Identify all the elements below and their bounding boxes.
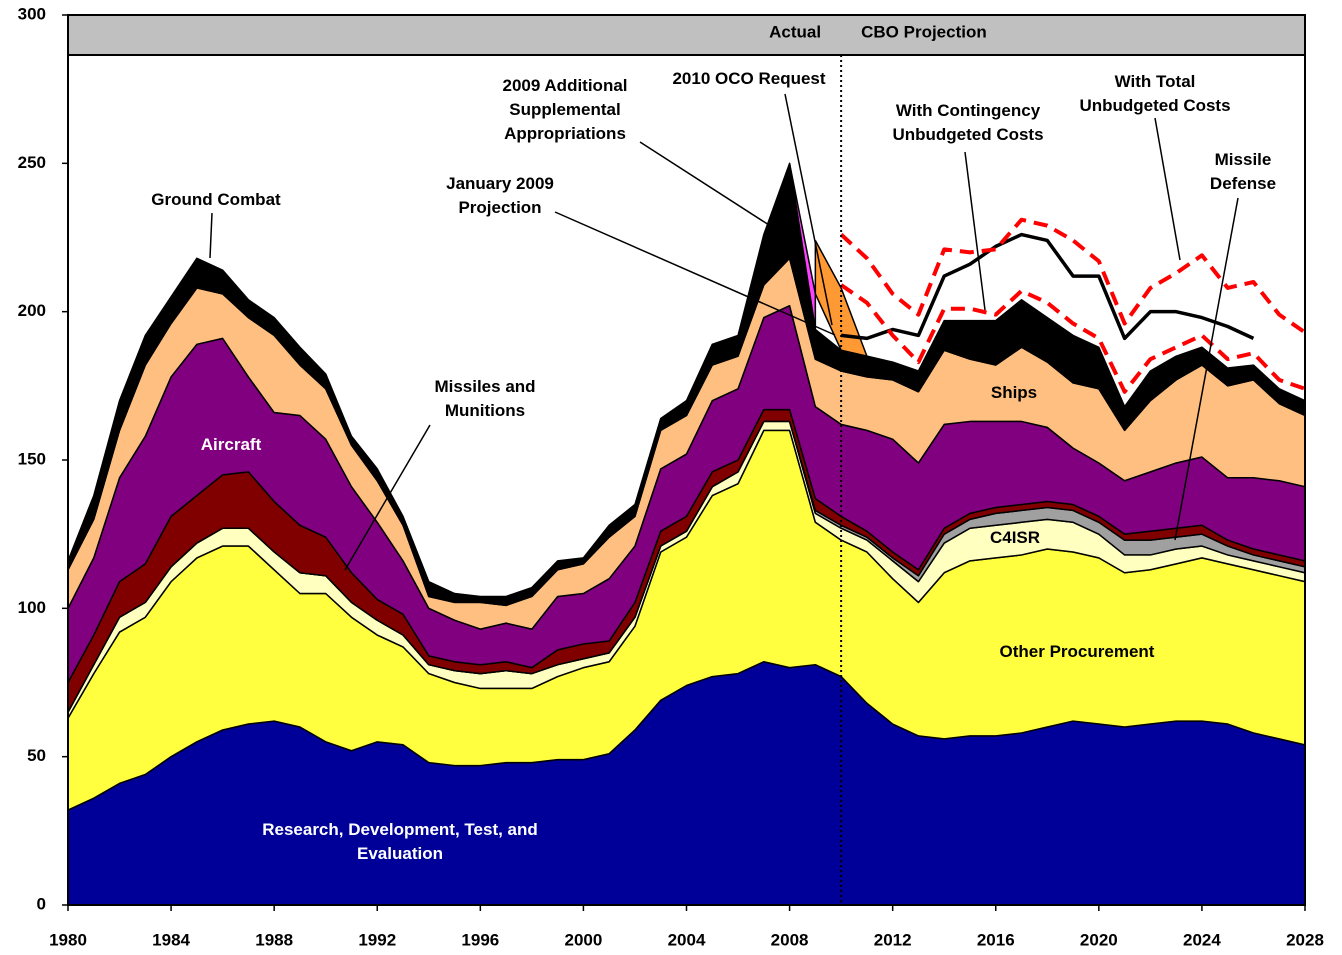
series-label: With Total Unbudgeted Costs (1079, 72, 1231, 115)
leader-line (1174, 197, 1239, 541)
series-label: Other Procurement (999, 642, 1155, 661)
x-tick-label: 1984 (152, 930, 190, 949)
series-label: 2009 Additional Supplemental Appropriati… (502, 76, 628, 143)
series-label: Ground Combat (151, 190, 281, 209)
x-tick-label: 2016 (977, 930, 1015, 949)
banner-label: Actual (769, 22, 821, 41)
x-tick-label: 2004 (668, 930, 706, 949)
banner-label: CBO Projection (861, 22, 987, 41)
series-label: Aircraft (200, 435, 262, 454)
leader-line (639, 141, 801, 246)
series-label: Ships (990, 383, 1038, 402)
x-tick-label: 2028 (1286, 930, 1324, 949)
overlay-area (814, 240, 869, 358)
series-label: Missile Defense (1209, 150, 1277, 193)
x-tick-label: 1996 (461, 930, 499, 949)
x-tick-label: 1992 (358, 930, 396, 949)
y-tick-label: 150 (18, 449, 46, 468)
overlay-area (788, 163, 817, 330)
x-tick-label: 2024 (1183, 930, 1221, 949)
x-tick-label: 2012 (874, 930, 912, 949)
projection-line (839, 217, 1307, 335)
x-tick-label: 1980 (49, 930, 87, 949)
leader-line (344, 424, 431, 571)
y-tick-label: 100 (18, 598, 46, 617)
x-tick-label: 2000 (565, 930, 603, 949)
x-tick-label: 1988 (255, 930, 293, 949)
series-label: With Contingency Unbudgeted Costs (892, 101, 1044, 144)
leader-line (964, 151, 986, 311)
y-tick-label: 0 (37, 894, 46, 913)
leader-line (209, 212, 213, 259)
y-tick-label: 200 (18, 301, 46, 320)
y-tick-label: 50 (27, 746, 46, 765)
x-tick-label: 2008 (771, 930, 809, 949)
banner (67, 14, 1306, 56)
series-label: Research, Development, Test, and Evaluat… (262, 820, 538, 863)
leader-line (554, 211, 836, 336)
series-label: Missiles and Munitions (434, 377, 536, 420)
projection-line (840, 232, 1255, 341)
series-label: C4ISR (989, 528, 1041, 547)
leader-line (784, 93, 833, 326)
leader-line (1154, 117, 1181, 261)
y-tick-label: 300 (18, 4, 46, 23)
y-tick-label: 250 (18, 153, 46, 172)
series-label: January 2009 Projection (446, 174, 554, 217)
projection-line (839, 283, 1306, 394)
series-label: 2010 OCO Request (672, 69, 826, 88)
x-tick-label: 2020 (1080, 930, 1118, 949)
